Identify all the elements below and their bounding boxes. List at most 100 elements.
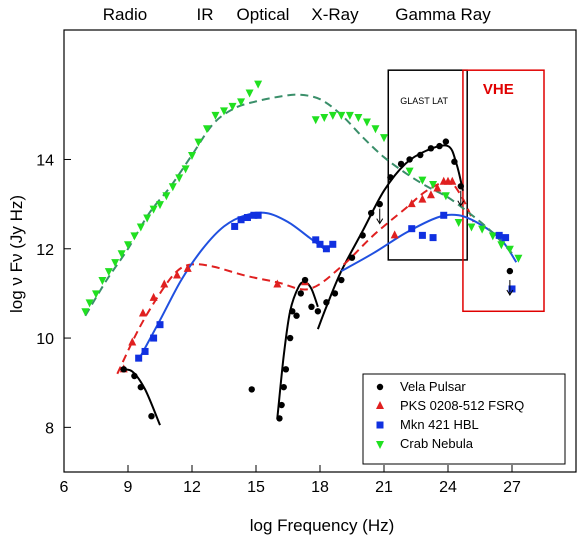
data-point [418, 176, 427, 185]
x-tick-label: 9 [124, 479, 133, 496]
data-point [505, 245, 514, 254]
upper-limit-arrowhead [376, 218, 384, 225]
data-point [478, 225, 487, 234]
data-point [362, 118, 371, 127]
data-point [254, 211, 262, 219]
data-point [289, 308, 296, 315]
data-point [111, 259, 120, 268]
fit-curve [276, 281, 319, 419]
data-point [162, 192, 171, 201]
data-point [514, 254, 523, 263]
band-label: Gamma Ray [395, 5, 491, 24]
data-point [427, 145, 435, 152]
data-point [323, 299, 330, 306]
data-point [380, 134, 388, 143]
data-point [280, 383, 287, 391]
data-point [135, 354, 143, 362]
data-point [376, 383, 384, 391]
axes: 6 9 12 15 18 21 24 27 8 10 12 14 [36, 152, 521, 496]
data-point [314, 308, 322, 315]
fit-curve [316, 144, 464, 330]
data-point [276, 415, 283, 422]
data-point [387, 174, 394, 181]
x-tick-label: 12 [183, 479, 201, 496]
band-label: IR [197, 5, 214, 24]
data-point [211, 111, 220, 120]
x-tick-label: 6 [60, 479, 69, 496]
data-point [312, 236, 320, 244]
data-points [81, 80, 523, 422]
data-point [237, 98, 246, 107]
x-tick-label: 27 [503, 479, 521, 496]
x-tick-label: 21 [375, 479, 393, 496]
data-point [376, 421, 384, 429]
upper-limit-arrowhead [457, 200, 465, 207]
data-point [143, 214, 152, 223]
x-tick-label: 24 [439, 479, 457, 496]
data-point [237, 216, 245, 224]
data-point [131, 372, 138, 380]
data-point [181, 165, 190, 174]
data-point [502, 234, 510, 242]
data-point [497, 241, 506, 250]
vhe-label: VHE [483, 81, 514, 98]
data-point [220, 107, 228, 116]
legend-label: Vela Pulsar [400, 379, 466, 394]
data-point [301, 276, 309, 284]
legend-label: Mkn 421 HBL [400, 417, 479, 432]
data-point [286, 334, 294, 342]
data-point [85, 299, 94, 308]
data-point [329, 240, 337, 248]
data-point [188, 152, 196, 161]
data-point [141, 347, 149, 355]
data-point [488, 232, 497, 241]
data-point [248, 386, 255, 393]
data-point [124, 241, 132, 250]
data-point [308, 303, 315, 311]
data-point [338, 276, 345, 284]
data-point [278, 401, 285, 409]
data-point [194, 138, 203, 147]
data-point [442, 138, 450, 145]
data-point [128, 337, 137, 346]
y-axis-label: log ν Fν (Jy Hz) [7, 195, 26, 313]
data-point [418, 194, 427, 203]
data-point [376, 401, 384, 409]
data-point [311, 116, 320, 125]
fit-curve [84, 93, 513, 317]
fit-curve [116, 180, 475, 375]
data-point [273, 279, 282, 288]
x-tick-label: 18 [311, 479, 329, 496]
data-point [297, 290, 304, 297]
upper-limit-arrowhead [506, 289, 514, 296]
data-point [92, 290, 100, 299]
data-point [418, 231, 426, 239]
data-point [149, 292, 158, 301]
glast-lat-box [387, 69, 468, 261]
data-point [120, 366, 127, 373]
data-point [149, 205, 158, 214]
data-point [440, 211, 448, 219]
data-point [376, 200, 383, 208]
data-point [390, 230, 399, 239]
data-point [457, 183, 464, 190]
data-point [148, 412, 155, 420]
data-point [231, 222, 239, 230]
legend: Vela Pulsar PKS 0208-512 FSRQ Mkn 421 HBL C… [362, 373, 566, 465]
data-point [183, 263, 192, 272]
data-point [454, 218, 463, 227]
data-point [293, 312, 300, 319]
data-point [359, 232, 366, 239]
y-tick-label: 10 [36, 331, 54, 348]
data-point [282, 366, 290, 373]
data-point [448, 176, 457, 185]
legend-label: PKS 0208-512 FSRQ [400, 398, 524, 413]
data-point [130, 232, 139, 241]
data-point [316, 240, 324, 248]
data-point [408, 225, 416, 233]
data-point [328, 111, 337, 120]
data-point [150, 334, 158, 342]
data-point [156, 321, 164, 329]
data-point [354, 114, 363, 123]
